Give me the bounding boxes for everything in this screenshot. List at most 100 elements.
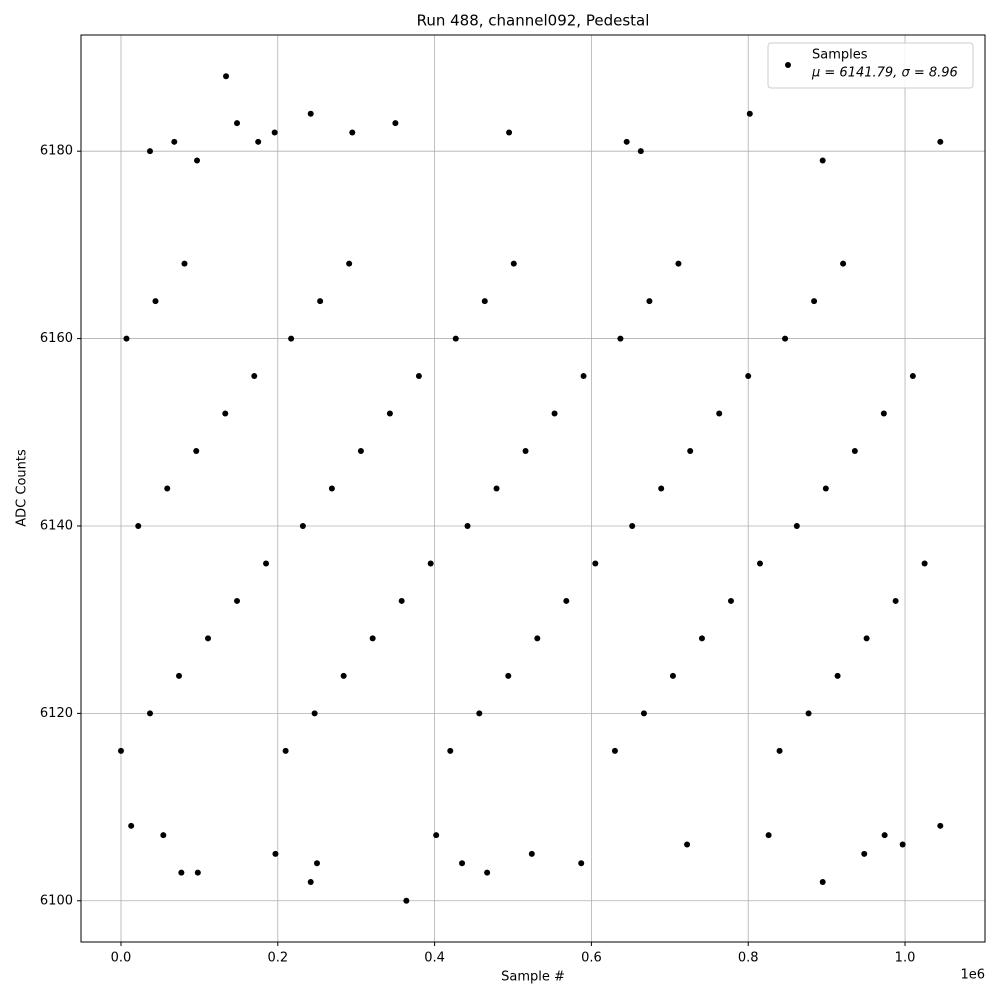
data-point (716, 410, 723, 417)
data-point (282, 747, 289, 754)
data-point (675, 260, 682, 267)
y-tick-label: 6140 (40, 518, 73, 533)
plot-frame (80, 34, 986, 943)
data-point (447, 747, 454, 754)
data-point (819, 879, 826, 886)
data-point (403, 897, 410, 904)
data-point (164, 485, 171, 492)
data-point (698, 635, 705, 642)
data-point (592, 560, 599, 567)
data-point (805, 710, 812, 717)
data-point (909, 373, 916, 380)
data-point (222, 410, 229, 417)
x-tick-label: 0.4 (424, 951, 445, 966)
data-point (433, 832, 440, 839)
data-point (459, 860, 466, 867)
data-point (311, 710, 318, 717)
data-point (398, 597, 405, 604)
data-point (861, 850, 868, 857)
data-point (152, 298, 159, 305)
data-point (176, 672, 183, 679)
data-point (128, 822, 135, 829)
data-point (493, 485, 500, 492)
data-point (117, 747, 124, 754)
data-point (357, 448, 364, 455)
legend-box (767, 42, 974, 89)
data-point (194, 157, 201, 164)
chart-title: Run 488, channel092, Pedestal (417, 12, 650, 30)
data-point (822, 485, 829, 492)
data-point (851, 448, 858, 455)
data-point (194, 869, 201, 876)
data-point (223, 73, 230, 80)
data-point (727, 597, 734, 604)
legend-label: Samples (812, 48, 868, 63)
data-point (307, 879, 314, 886)
x-tick-label: 1.0 (895, 951, 916, 966)
data-point (881, 832, 888, 839)
data-point (193, 448, 200, 455)
data-point (484, 869, 491, 876)
data-point (776, 747, 783, 754)
data-point (181, 260, 188, 267)
data-point (392, 120, 399, 127)
data-point (255, 138, 262, 145)
data-point (506, 129, 513, 136)
data-point (272, 850, 279, 857)
data-point (427, 560, 434, 567)
legend-note: μ = 6141.79, σ = 8.96 (811, 66, 958, 81)
data-point (528, 850, 535, 857)
data-point (307, 110, 314, 117)
legend-marker (785, 62, 791, 68)
data-point (756, 560, 763, 567)
data-point (386, 410, 393, 417)
data-point (899, 841, 906, 848)
data-point (578, 860, 585, 867)
data-point (629, 522, 636, 529)
data-point (415, 373, 422, 380)
data-point (551, 410, 558, 417)
data-point (123, 335, 130, 342)
data-point (745, 373, 752, 380)
data-point (171, 138, 178, 145)
data-point (840, 260, 847, 267)
data-point (205, 635, 212, 642)
x-offset-label: 1e6 (960, 968, 985, 983)
data-point (340, 672, 347, 679)
data-point (611, 747, 618, 754)
data-point (746, 110, 753, 117)
data-point (658, 485, 665, 492)
x-tick-label: 0.2 (267, 951, 288, 966)
data-point (811, 298, 818, 305)
data-point (313, 860, 320, 867)
data-point (464, 522, 471, 529)
data-point (135, 522, 142, 529)
y-tick-label: 6160 (40, 331, 73, 346)
data-point (481, 298, 488, 305)
data-point (505, 672, 512, 679)
data-point (617, 335, 624, 342)
data-point (765, 832, 772, 839)
data-point (510, 260, 517, 267)
data-point (782, 335, 789, 342)
data-point (299, 522, 306, 529)
data-point (522, 448, 529, 455)
x-tick-label: 0.0 (111, 951, 132, 966)
data-point (937, 138, 944, 145)
data-point (178, 869, 185, 876)
data-point (346, 260, 353, 267)
x-tick-label: 0.6 (581, 951, 602, 966)
data-point (834, 672, 841, 679)
data-point (669, 672, 676, 679)
data-point (921, 560, 928, 567)
data-point (234, 597, 241, 604)
data-point (819, 157, 826, 164)
data-point (146, 148, 153, 155)
data-point (892, 597, 899, 604)
data-point (251, 373, 258, 380)
data-point (937, 822, 944, 829)
data-point (317, 298, 324, 305)
data-point (880, 410, 887, 417)
